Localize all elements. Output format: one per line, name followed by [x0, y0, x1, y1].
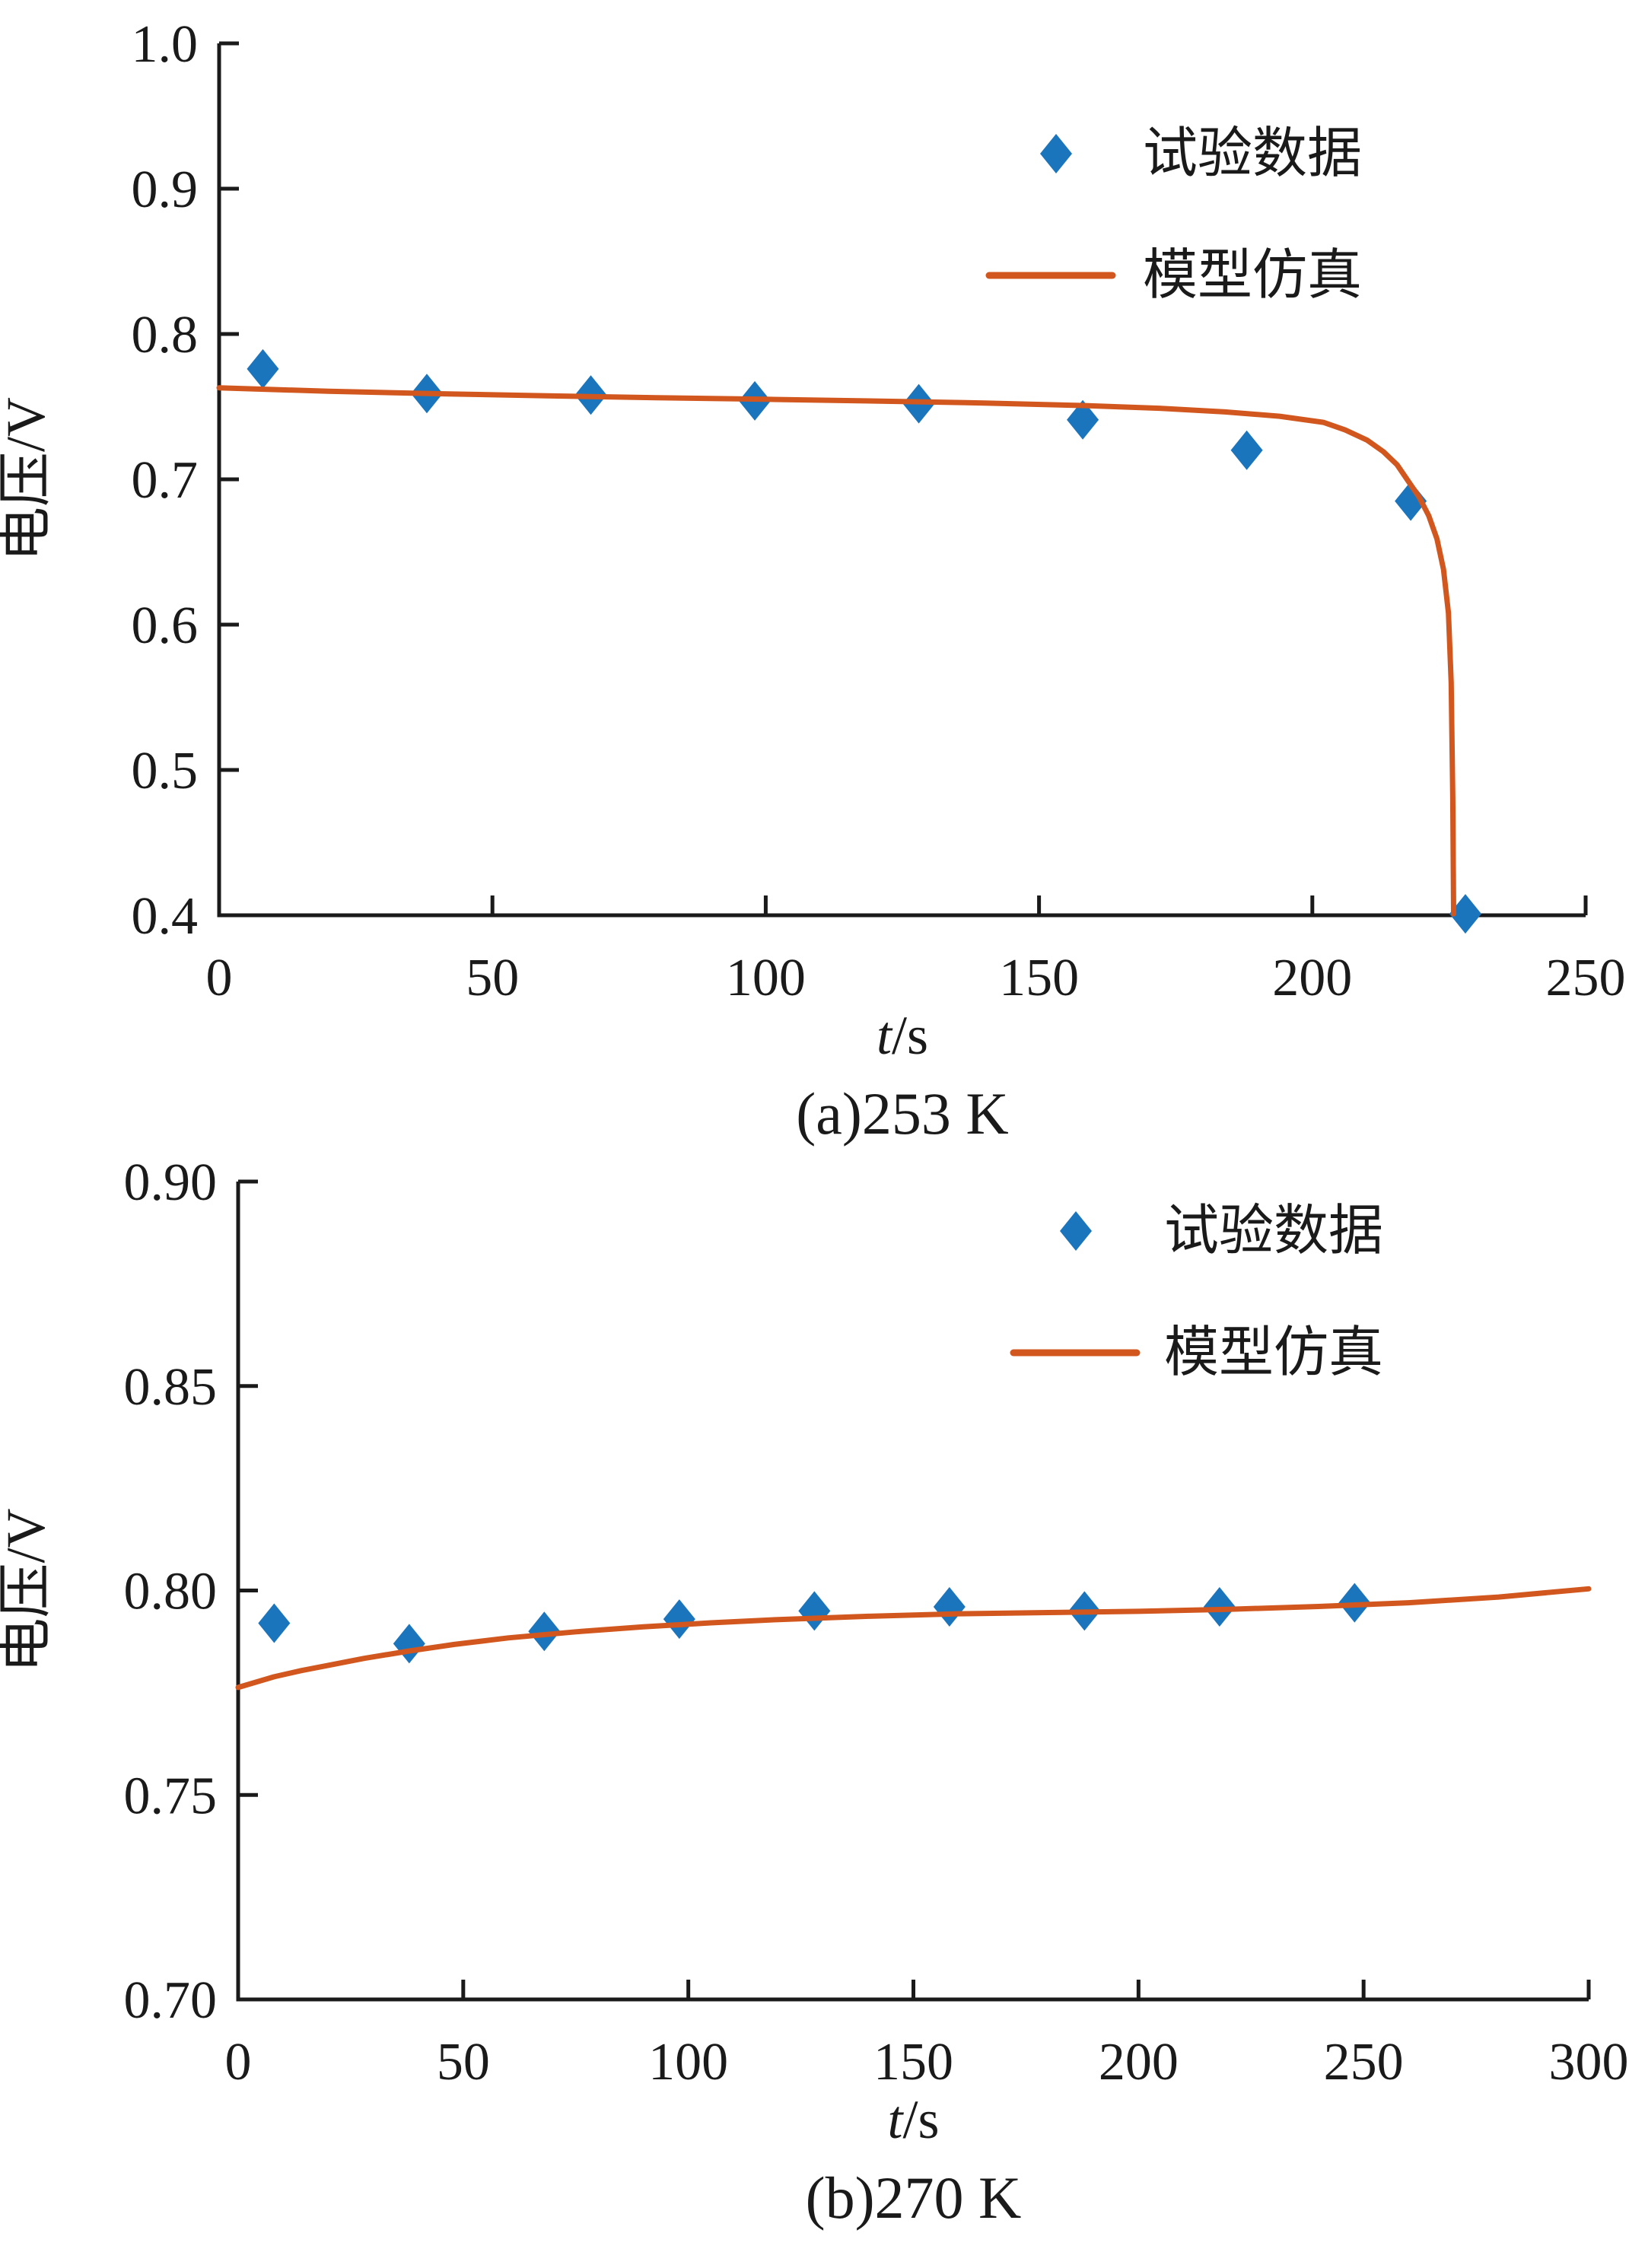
legend-label: 模型仿真: [1164, 1322, 1383, 1383]
y-axis-label: 电压/V: [0, 397, 56, 561]
x-tick-label: 100: [726, 949, 806, 1007]
x-tick-label: 50: [466, 949, 519, 1007]
y-axis-label: 电压/V: [0, 1508, 56, 1672]
experimental-point: [528, 1611, 561, 1652]
model-line: [235, 1586, 1592, 1691]
x-tick-label: 150: [999, 949, 1079, 1007]
x-tick-label: 0: [206, 949, 233, 1007]
experimental-point: [1449, 894, 1481, 934]
y-tick-label: 1.0: [132, 15, 199, 74]
x-tick-label: 0: [225, 2033, 252, 2091]
chart-a: 0 50 100 150 200 250 0.4 0.5 0.6 0.7 0.8 0.9 1.0 试验数据…: [0, 15, 1626, 1147]
experimental-point: [247, 348, 279, 389]
experimental-point: [663, 1599, 695, 1640]
experimental-point: [258, 1603, 291, 1643]
x-tick-label: 250: [1546, 949, 1626, 1007]
legend-label: 试验数据: [1164, 1201, 1383, 1261]
experimental-point: [933, 1587, 966, 1627]
axis: [217, 43, 1586, 918]
chart-b: 0 50 100 150 200 250 300 0.70 0.75 0.80 0.85 0.90 试验…: [0, 1153, 1629, 2231]
x-tick-label: 100: [648, 2033, 728, 2091]
chart-caption: (a)253 K: [796, 1080, 1008, 1147]
experimental-scatter: [247, 348, 1481, 934]
experimental-point: [1395, 481, 1427, 521]
y-tick-label: 0.85: [124, 1358, 218, 1417]
x-tick-label: 300: [1549, 2033, 1629, 2091]
y-tick-label: 0.5: [132, 742, 199, 800]
x-axis-label: t/s: [877, 1005, 928, 1066]
experimental-point: [393, 1624, 425, 1664]
x-tick-label: 250: [1324, 2033, 1404, 2091]
y-tick-label: 0.90: [124, 1153, 218, 1212]
model-line: [216, 385, 1456, 917]
y-tick-label: 0.75: [124, 1767, 218, 1825]
x-tick-label: 50: [437, 2033, 490, 2091]
x-axis-label: t/s: [887, 2089, 939, 2150]
experimental-point: [1067, 399, 1099, 440]
experimental-point: [798, 1591, 831, 1631]
y-tick-label: 0.9: [132, 161, 199, 219]
y-tick-label: 0.6: [132, 596, 199, 655]
legend-label: 试验数据: [1143, 123, 1362, 184]
legend-label: 模型仿真: [1143, 245, 1362, 306]
experimental-scatter: [258, 1583, 1371, 1664]
y-tick-label: 0.4: [132, 887, 199, 946]
y-tick-label: 0.8: [132, 306, 199, 364]
chart-caption: (b)270 K: [806, 2165, 1022, 2231]
y-tick-label: 0.70: [124, 1971, 218, 2030]
legend-diamond-icon: [1060, 1211, 1092, 1251]
y-tick-label: 0.80: [124, 1563, 218, 1621]
x-tick-label: 150: [873, 2033, 953, 2091]
x-tick-label: 200: [1272, 949, 1352, 1007]
experimental-point: [1230, 430, 1263, 470]
legend-diamond-icon: [1040, 134, 1072, 173]
x-tick-label: 200: [1099, 2033, 1179, 2091]
y-tick-label: 0.7: [132, 451, 199, 510]
axis: [236, 1182, 1589, 2002]
